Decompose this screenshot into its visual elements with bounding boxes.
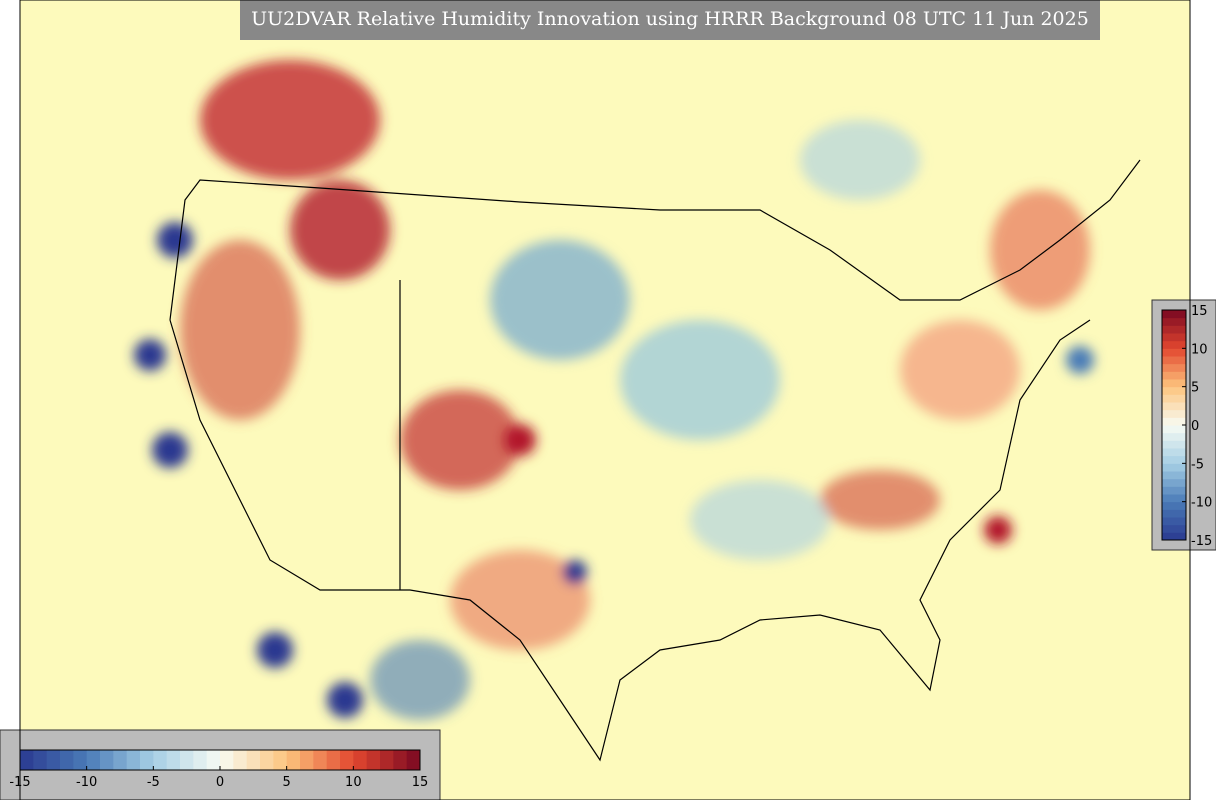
- innovation-field: [134, 60, 1094, 720]
- colorbar-segment: [1162, 517, 1186, 526]
- colorbar-segment: [180, 750, 194, 770]
- colorbar-segment: [1162, 494, 1186, 503]
- colorbar-tick-label: 10: [345, 775, 362, 790]
- colorbar-segment: [1162, 448, 1186, 457]
- colorbar-segment: [1162, 463, 1186, 472]
- colorbar-tick-label: -15: [9, 775, 30, 790]
- colorbar-segment: [113, 750, 128, 770]
- colorbar-segment: [126, 750, 141, 770]
- colorbar-segment: [1162, 340, 1186, 349]
- colorbar-tick-label: 0: [216, 775, 224, 790]
- colorbar-segment: [1162, 486, 1186, 495]
- colorbar-segment: [1162, 455, 1186, 464]
- colorbar-segment: [340, 750, 354, 770]
- colorbar-segment: [273, 750, 288, 770]
- colorbar-segment: [1162, 501, 1186, 510]
- colorbar-segment: [393, 750, 408, 770]
- colorbar-tick-label: 0: [1191, 419, 1199, 434]
- colorbar-segment: [1162, 363, 1186, 372]
- colorbar-segment: [1162, 317, 1186, 326]
- colorbar-segment: [1162, 386, 1186, 395]
- colorbar-segment: [1162, 325, 1186, 334]
- colorbar-segment: [1162, 432, 1186, 441]
- colorbar-segment: [166, 750, 181, 770]
- map-title: UU2DVAR Relative Humidity Innovation usi…: [251, 8, 1089, 30]
- title-box: [240, 0, 1100, 40]
- colorbar-segment: [406, 750, 421, 770]
- colorbar-tick-label: 15: [1191, 304, 1208, 319]
- colorbar-segment: [73, 750, 88, 770]
- colorbar-segment: [100, 750, 114, 770]
- colorbar-segment: [353, 750, 368, 770]
- colorbar-segment: [153, 750, 168, 770]
- colorbar-segment: [313, 750, 328, 770]
- colorbar-segment: [1162, 509, 1186, 518]
- colorbar-segment: [246, 750, 261, 770]
- colorbar-segment: [1162, 440, 1186, 449]
- colorbar-tick-label: -5: [147, 775, 160, 790]
- colorbar-segment: [1162, 379, 1186, 388]
- colorbar-segment: [366, 750, 381, 770]
- colorbar-segment: [1162, 310, 1186, 319]
- colorbar-segment: [1162, 425, 1186, 434]
- colorbar-segment: [286, 750, 301, 770]
- colorbar-tick-label: -10: [76, 775, 97, 790]
- colorbar-segment: [86, 750, 101, 770]
- colorbar-segment: [326, 750, 341, 770]
- colorbar-segment: [1162, 417, 1186, 426]
- colorbar-segment: [1162, 478, 1186, 487]
- colorbar-segment: [193, 750, 208, 770]
- colorbar-segment: [140, 750, 154, 770]
- colorbar-tick-label: 5: [283, 775, 291, 790]
- colorbar-segment: [20, 750, 34, 770]
- colorbar-segment: [1162, 471, 1186, 480]
- colorbar-segment: [1162, 532, 1186, 541]
- colorbar-segment: [260, 750, 274, 770]
- colorbar-segment: [46, 750, 61, 770]
- colorbar-segment: [380, 750, 394, 770]
- colorbar-segment: [1162, 371, 1186, 380]
- colorbar-segment: [33, 750, 48, 770]
- colorbar-segment: [1162, 524, 1186, 533]
- colorbar-segment: [1162, 394, 1186, 403]
- colorbar-segment: [1162, 409, 1186, 418]
- colorbar-tick-label: 15: [412, 775, 429, 790]
- colorbar-tick-label: -15: [1191, 534, 1212, 549]
- colorbar-segment: [206, 750, 221, 770]
- boundaries: [169, 159, 1141, 762]
- colorbar-segment: [1162, 356, 1186, 365]
- colorbar-segment: [1162, 402, 1186, 411]
- colorbar-tick-label: 5: [1191, 381, 1199, 396]
- colorbar-segment: [300, 750, 314, 770]
- colorbar-tick-label: 10: [1191, 342, 1208, 357]
- map-frame: [19, 0, 1191, 800]
- map-background: [20, 0, 1190, 800]
- colorbar-segment: [233, 750, 248, 770]
- colorbar-segment: [220, 750, 234, 770]
- colorbar-segment: [60, 750, 74, 770]
- colorbar-tick-label: -10: [1191, 496, 1212, 511]
- colorbar-tick-label: -5: [1191, 457, 1204, 472]
- colorbar-segment: [1162, 333, 1186, 342]
- colorbar-segment: [1162, 348, 1186, 357]
